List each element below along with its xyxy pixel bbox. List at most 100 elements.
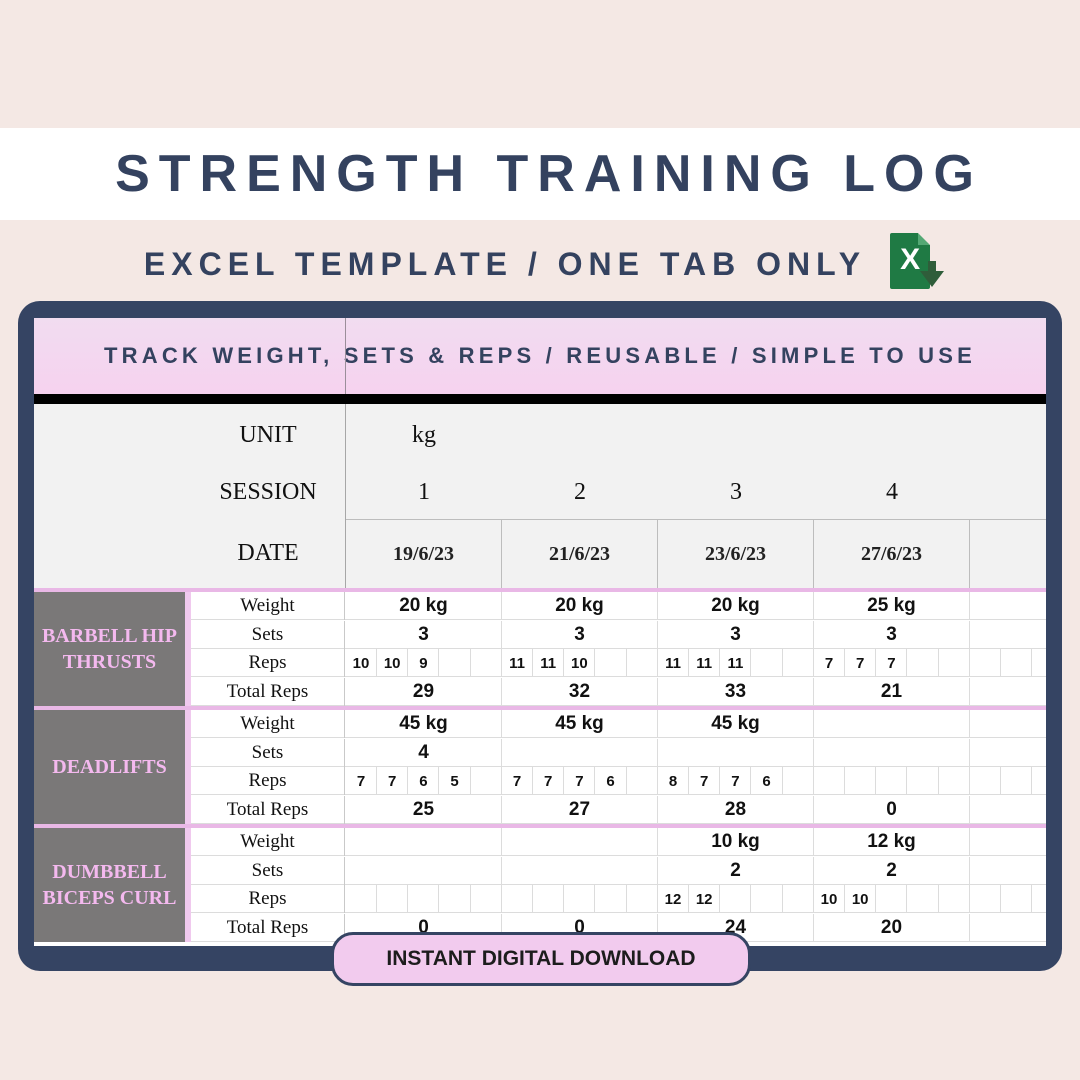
rep-cell[interactable] (1001, 649, 1033, 677)
rep-cell[interactable] (627, 885, 658, 913)
total-cell[interactable]: 0 (346, 913, 502, 942)
rep-cell[interactable]: 7 (564, 767, 596, 795)
sets-cell[interactable]: 3 (814, 620, 970, 649)
rep-cell[interactable] (720, 885, 752, 913)
rep-cell[interactable] (908, 649, 939, 677)
rep-cell[interactable] (471, 885, 502, 913)
rep-cell[interactable]: 10 (346, 649, 377, 677)
rep-cell[interactable]: 7 (720, 767, 752, 795)
rep-cell[interactable] (1032, 885, 1046, 913)
rep-cell[interactable]: 12 (689, 885, 721, 913)
rep-cell[interactable] (939, 885, 970, 913)
rep-cell[interactable] (876, 767, 908, 795)
rep-cell[interactable] (908, 885, 939, 913)
unit-value[interactable]: kg (412, 422, 436, 448)
rep-cell[interactable]: 7 (814, 649, 845, 677)
rep-cell[interactable]: 7 (689, 767, 721, 795)
rep-cell[interactable]: 11 (658, 649, 689, 677)
date-cell-5[interactable] (970, 520, 1046, 589)
rep-cell[interactable]: 7 (346, 767, 377, 795)
sets-cell[interactable]: 2 (814, 856, 970, 885)
rep-cell[interactable] (408, 885, 440, 913)
rep-cell[interactable] (533, 885, 565, 913)
weight-cell[interactable] (814, 710, 970, 738)
rep-cell[interactable] (596, 649, 627, 677)
session-3[interactable]: 3 (730, 479, 742, 505)
exercise-name[interactable]: DEADLIFTS (34, 710, 185, 824)
weight-cell[interactable] (502, 828, 658, 856)
sets-cell[interactable] (658, 738, 814, 767)
date-cell-1[interactable]: 19/6/23 (346, 520, 502, 589)
sets-cell[interactable] (502, 738, 658, 767)
rep-cell[interactable] (970, 885, 1001, 913)
rep-cell[interactable]: 11 (689, 649, 721, 677)
rep-cell[interactable]: 10 (845, 885, 877, 913)
date-cell-4[interactable]: 27/6/23 (814, 520, 970, 589)
sets-cell[interactable]: 2 (658, 856, 814, 885)
rep-cell[interactable] (377, 885, 409, 913)
rep-cell[interactable]: 5 (440, 767, 471, 795)
rep-cell[interactable] (939, 767, 970, 795)
total-cell[interactable]: 33 (658, 677, 814, 706)
weight-cell[interactable]: 20 kg (502, 592, 658, 620)
rep-cell[interactable]: 6 (596, 767, 627, 795)
rep-cell[interactable]: 11 (533, 649, 565, 677)
total-cell[interactable] (970, 678, 1046, 706)
total-cell[interactable] (970, 796, 1046, 824)
rep-cell[interactable]: 11 (720, 649, 752, 677)
session-1[interactable]: 1 (418, 479, 430, 505)
total-cell[interactable]: 29 (346, 677, 502, 706)
total-cell[interactable] (970, 914, 1046, 942)
rep-cell[interactable] (939, 649, 970, 677)
rep-cell[interactable]: 12 (658, 885, 689, 913)
total-cell[interactable]: 27 (502, 795, 658, 824)
rep-cell[interactable] (752, 885, 783, 913)
rep-cell[interactable] (1032, 767, 1046, 795)
sets-cell[interactable] (970, 857, 1046, 885)
total-cell[interactable]: 28 (658, 795, 814, 824)
sets-cell[interactable] (502, 856, 658, 885)
rep-cell[interactable] (814, 767, 845, 795)
rep-cell[interactable]: 7 (845, 649, 877, 677)
total-cell[interactable]: 25 (346, 795, 502, 824)
total-cell[interactable]: 21 (814, 677, 970, 706)
rep-cell[interactable] (845, 767, 877, 795)
sets-cell[interactable] (814, 738, 970, 767)
sets-cell[interactable]: 3 (502, 620, 658, 649)
rep-cell[interactable]: 7 (533, 767, 565, 795)
rep-cell[interactable] (471, 767, 502, 795)
weight-cell[interactable]: 10 kg (658, 828, 814, 856)
rep-cell[interactable] (471, 649, 502, 677)
rep-cell[interactable] (783, 649, 814, 677)
total-cell[interactable]: 0 (814, 795, 970, 824)
rep-cell[interactable] (970, 649, 1001, 677)
rep-cell[interactable] (627, 649, 658, 677)
rep-cell[interactable] (783, 767, 814, 795)
instant-download-button[interactable]: INSTANT DIGITAL DOWNLOAD (331, 932, 751, 986)
sets-cell[interactable]: 3 (658, 620, 814, 649)
rep-cell[interactable] (346, 885, 377, 913)
rep-cell[interactable] (502, 885, 533, 913)
rep-cell[interactable] (564, 885, 596, 913)
sets-cell[interactable]: 3 (346, 620, 502, 649)
weight-cell[interactable]: 45 kg (502, 710, 658, 738)
sets-cell[interactable]: 4 (346, 738, 502, 767)
weight-cell[interactable]: 12 kg (814, 828, 970, 856)
rep-cell[interactable] (1032, 649, 1046, 677)
session-2[interactable]: 2 (574, 479, 586, 505)
rep-cell[interactable] (783, 885, 814, 913)
rep-cell[interactable] (752, 649, 783, 677)
rep-cell[interactable]: 10 (377, 649, 409, 677)
rep-cell[interactable]: 7 (377, 767, 409, 795)
rep-cell[interactable]: 7 (876, 649, 908, 677)
weight-cell[interactable] (970, 710, 1046, 738)
rep-cell[interactable] (627, 767, 658, 795)
weight-cell[interactable] (970, 828, 1046, 856)
rep-cell[interactable]: 10 (814, 885, 845, 913)
rep-cell[interactable] (908, 767, 939, 795)
rep-cell[interactable] (970, 767, 1001, 795)
total-cell[interactable]: 20 (814, 913, 970, 942)
rep-cell[interactable]: 6 (752, 767, 783, 795)
sets-cell[interactable] (970, 739, 1046, 767)
total-cell[interactable]: 0 (502, 913, 658, 942)
